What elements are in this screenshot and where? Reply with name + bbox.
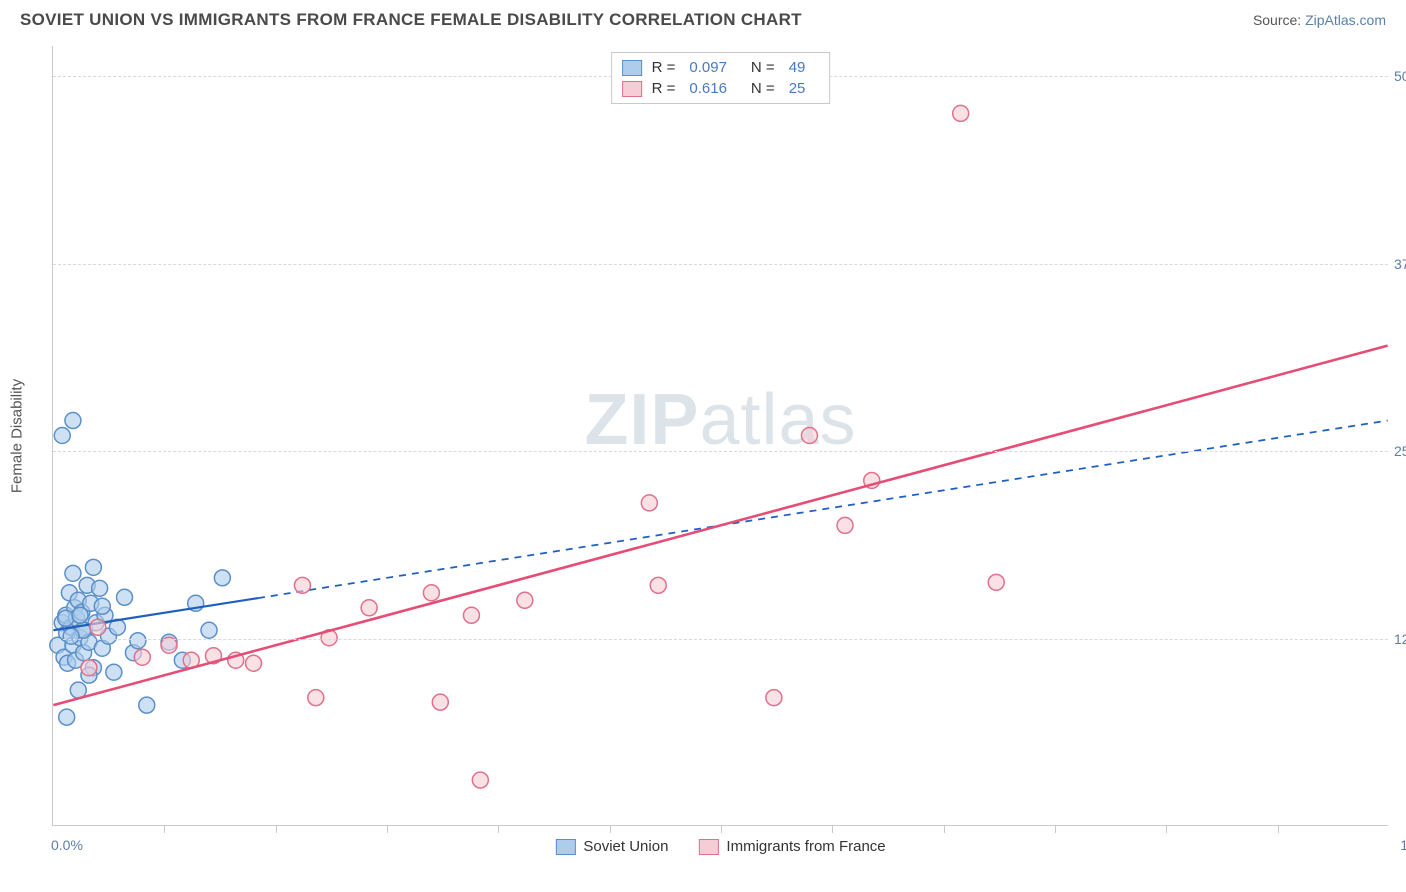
x-tick xyxy=(1166,825,1167,833)
data-point xyxy=(90,619,106,635)
source-link[interactable]: ZipAtlas.com xyxy=(1305,12,1386,28)
data-point xyxy=(161,637,177,653)
data-point xyxy=(766,690,782,706)
x-tick xyxy=(498,825,499,833)
x-tick xyxy=(1055,825,1056,833)
data-point xyxy=(308,690,324,706)
data-point xyxy=(81,660,97,676)
data-point xyxy=(423,585,439,601)
data-point xyxy=(463,607,479,623)
data-point xyxy=(201,622,217,638)
legend-item-france: Immigrants from France xyxy=(698,838,885,855)
swatch-france xyxy=(622,81,642,97)
data-point xyxy=(94,598,110,614)
y-axis-title: Female Disability xyxy=(9,378,26,492)
chart-area: Female Disability ZIPatlas R =0.097 N =4… xyxy=(52,46,1388,826)
data-point xyxy=(117,589,133,605)
scatter-plot-svg xyxy=(53,46,1388,825)
data-point xyxy=(837,517,853,533)
data-point xyxy=(953,105,969,121)
data-point xyxy=(988,574,1004,590)
data-point xyxy=(294,577,310,593)
x-tick xyxy=(387,825,388,833)
data-point xyxy=(801,428,817,444)
y-tick-label: 50.0% xyxy=(1394,68,1406,84)
y-tick-label: 25.0% xyxy=(1394,443,1406,459)
x-tick xyxy=(164,825,165,833)
data-point xyxy=(139,697,155,713)
x-axis-min-label: 0.0% xyxy=(51,837,83,853)
legend-item-soviet: Soviet Union xyxy=(555,838,668,855)
data-point xyxy=(472,772,488,788)
data-point xyxy=(59,709,75,725)
data-point xyxy=(130,633,146,649)
data-point xyxy=(641,495,657,511)
legend-swatch-france xyxy=(698,839,718,855)
data-point xyxy=(54,428,70,444)
legend-row-france: R =0.616 N =25 xyxy=(622,78,820,99)
grid-line xyxy=(53,264,1388,265)
trend-line xyxy=(53,346,1387,706)
data-point xyxy=(361,600,377,616)
x-tick xyxy=(276,825,277,833)
data-point xyxy=(106,664,122,680)
data-point xyxy=(650,577,666,593)
source-attribution: Source: ZipAtlas.com xyxy=(1253,12,1386,28)
correlation-legend: R =0.097 N =49 R =0.616 N =25 xyxy=(611,52,831,104)
chart-title: SOVIET UNION VS IMMIGRANTS FROM FRANCE F… xyxy=(20,10,802,30)
x-tick xyxy=(721,825,722,833)
data-point xyxy=(517,592,533,608)
legend-label-france: Immigrants from France xyxy=(726,838,885,855)
data-point xyxy=(134,649,150,665)
legend-label-soviet: Soviet Union xyxy=(583,838,668,855)
x-tick xyxy=(1278,825,1279,833)
legend-swatch-soviet xyxy=(555,839,575,855)
data-point xyxy=(432,694,448,710)
data-point xyxy=(65,413,81,429)
swatch-soviet xyxy=(622,60,642,76)
y-tick-label: 37.5% xyxy=(1394,256,1406,272)
data-point xyxy=(214,570,230,586)
data-point xyxy=(85,559,101,575)
data-point xyxy=(92,580,108,596)
x-tick xyxy=(832,825,833,833)
y-tick-label: 12.5% xyxy=(1394,631,1406,647)
data-point xyxy=(246,655,262,671)
x-tick xyxy=(944,825,945,833)
x-tick xyxy=(610,825,611,833)
x-axis-max-label: 15.0% xyxy=(1400,837,1406,853)
data-point xyxy=(63,628,79,644)
grid-line xyxy=(53,639,1388,640)
data-point xyxy=(72,607,88,623)
data-point xyxy=(65,565,81,581)
trend-line-dashed xyxy=(258,421,1388,599)
series-legend: Soviet Union Immigrants from France xyxy=(555,838,885,855)
legend-row-soviet: R =0.097 N =49 xyxy=(622,57,820,78)
data-point xyxy=(58,610,74,626)
grid-line xyxy=(53,451,1388,452)
